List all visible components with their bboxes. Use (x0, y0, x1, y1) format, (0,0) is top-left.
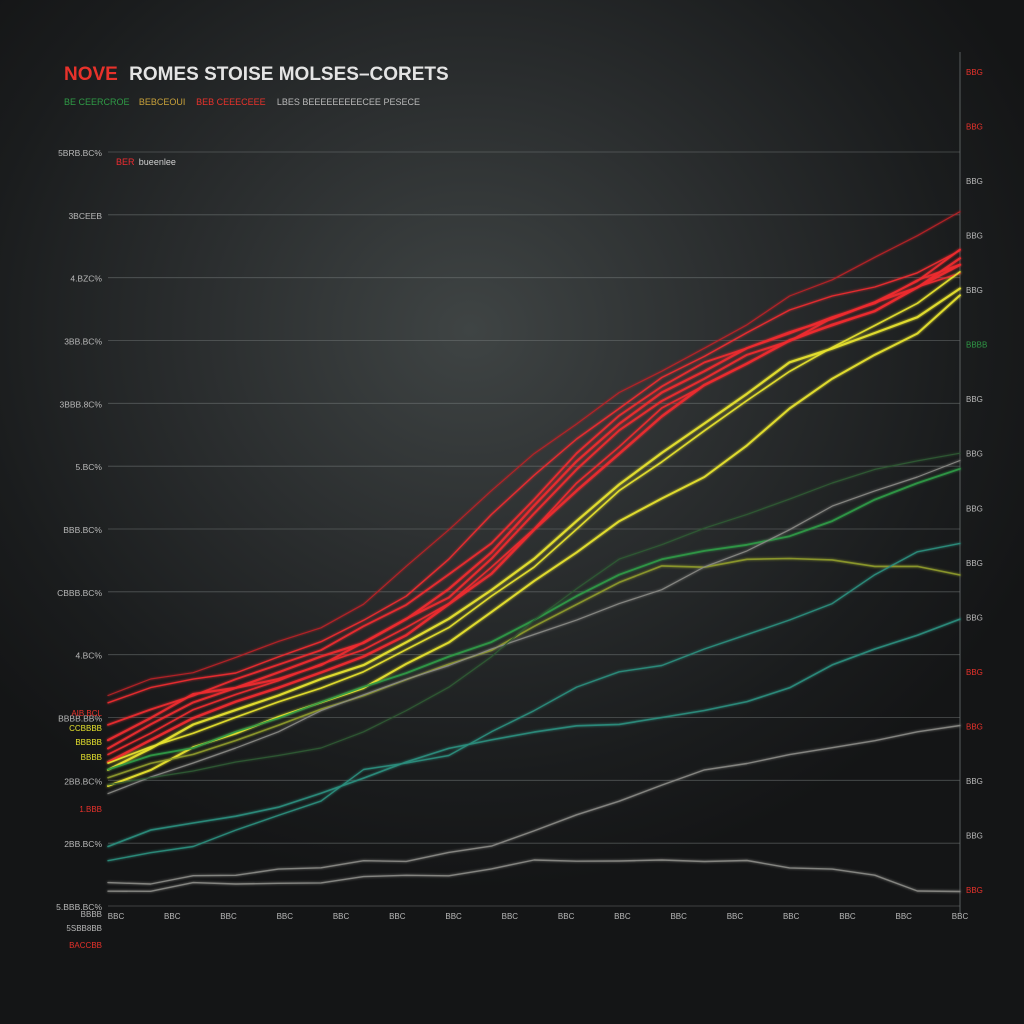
series-line (107, 211, 961, 697)
y-right-tick-label: BBBB (966, 341, 987, 350)
y-left-side-label: BBBB (81, 753, 102, 762)
series-line (107, 452, 961, 786)
x-tick-label: BBC (614, 912, 631, 921)
x-tick-label: BBC (164, 912, 181, 921)
series-line (107, 557, 961, 779)
y-left-tick-label: 4.BC% (76, 651, 103, 661)
subtitle-part: BEB CEEECEEE (196, 97, 266, 107)
y-left-tick-label: 2BB.BC% (64, 776, 102, 786)
x-axis: BBC BBC BBC BBC BBC BBC BBC BBC BBC BBC BBC BBC BBC B… (108, 912, 969, 921)
inner-legend-item: bueenlee (139, 157, 176, 167)
x-tick-label: BBC (277, 912, 294, 921)
y-right-tick-label: BBG (966, 722, 983, 731)
chart-title-group: NOVE ROMES STOISE MOLSES–CORETS BE CEERC… (64, 64, 449, 107)
y-left-tick-label: CBBB.BC% (57, 588, 102, 598)
x-tick-label: BBC (952, 912, 969, 921)
y-right-tick-label: BBG (966, 395, 983, 404)
x-tick-label: BBC (727, 912, 744, 921)
y-left-side-label: AIB BCL (71, 709, 102, 718)
series-line (107, 724, 961, 885)
subtitle-part: BE CEERCROE (64, 97, 130, 107)
y-left-tick-label: 4.BZC% (70, 274, 102, 284)
grid-lines (108, 52, 961, 914)
y-left-tick-label: BBB.BC% (63, 525, 102, 535)
x-tick-label: BBC (220, 912, 237, 921)
y-left-tick-label: 3BBB.8C% (59, 399, 102, 409)
y-left-tick-label: 3BCEEB (68, 211, 102, 221)
y-right-tick-label: BBG (966, 450, 983, 459)
x-tick-label: BBC (896, 912, 913, 921)
y-axis-right: BBG BBG BBG BBG BBG BBBB BBG BBG BBG BBG BBG BBG BBG… (966, 68, 987, 895)
y-right-tick-label: BBG (966, 559, 983, 568)
x-tick-label: BBC (558, 912, 575, 921)
y-right-tick-label: BBG (966, 286, 983, 295)
subtitle-part: LBES BEEEEEEEEECEE PESECE (277, 97, 420, 107)
y-left-bottom-label: BBBB (81, 910, 102, 919)
y-right-tick-label: BBG (966, 68, 983, 77)
series-line (107, 618, 961, 848)
y-axis-left: 5BRB.BC% 3BCEEB 4.BZC% 3BB.BC% 3BBB.8C% 5.BC%… (56, 148, 102, 950)
series-line (107, 459, 961, 795)
y-right-tick-label: BBG (966, 886, 983, 895)
y-right-tick-label: BBG (966, 232, 983, 241)
series-line (106, 287, 962, 771)
y-left-tick-label: 5.BC% (76, 462, 103, 472)
y-left-bottom-label: 5SBB8BB (66, 924, 102, 933)
series-line (106, 263, 962, 764)
x-tick-label: BBC (839, 912, 856, 921)
y-left-bottom-label: BACCBB (69, 941, 102, 950)
chart-title-accent: NOVE (64, 64, 118, 85)
x-tick-label: BBC (108, 912, 125, 921)
y-right-tick-label: BBG (966, 613, 983, 622)
chart-subtitle: BE CEERCROE BEBCEOUI BEB CEEECEEE LBES BEEE… (64, 97, 420, 107)
y-right-tick-label: BBG (966, 123, 983, 132)
y-left-tick-label: 5BRB.BC% (58, 148, 102, 158)
series-layer (106, 211, 962, 893)
y-left-tick-label: 2BB.BC% (64, 839, 102, 849)
x-tick-label: BBC (333, 912, 350, 921)
y-left-tick-label: 5.BBB.BC% (56, 902, 102, 912)
svg-text:NOVE ROMES STOISE MOLS: NOVE ROMES STOISE MOLSES–CORETS (64, 64, 449, 85)
x-tick-label: BBC (670, 912, 687, 921)
inner-legend-item: BER (116, 157, 135, 167)
y-left-side-label: 1.BBB (79, 805, 102, 814)
series-line (107, 542, 961, 862)
subtitle-part: BEBCEOUI (139, 97, 186, 107)
x-tick-label: BBC (389, 912, 406, 921)
x-tick-label: BBC (502, 912, 519, 921)
y-left-side-label: CCBBBB (69, 724, 102, 733)
y-left-tick-label: BBBB.BB% (58, 714, 102, 724)
series-line (107, 249, 961, 704)
x-tick-label: BBC (783, 912, 800, 921)
y-right-tick-label: BBG (966, 177, 983, 186)
series-line (107, 248, 961, 750)
inner-legend: BER bueenlee (116, 157, 176, 167)
series-line (107, 859, 961, 893)
y-right-tick-label: BBG (966, 504, 983, 513)
chart-title: ROMES STOISE MOLSES–CORETS (129, 64, 449, 85)
series-line (107, 294, 961, 787)
y-right-tick-label: BBG (966, 668, 983, 677)
y-left-side-label: BBBBB (75, 738, 102, 747)
y-right-tick-label: BBG (966, 777, 983, 786)
y-left-tick-label: 3BB.BC% (64, 337, 102, 347)
series-line (107, 263, 961, 726)
y-right-tick-label: BBG (966, 831, 983, 840)
x-tick-label: BBC (445, 912, 462, 921)
series-line (107, 270, 961, 764)
